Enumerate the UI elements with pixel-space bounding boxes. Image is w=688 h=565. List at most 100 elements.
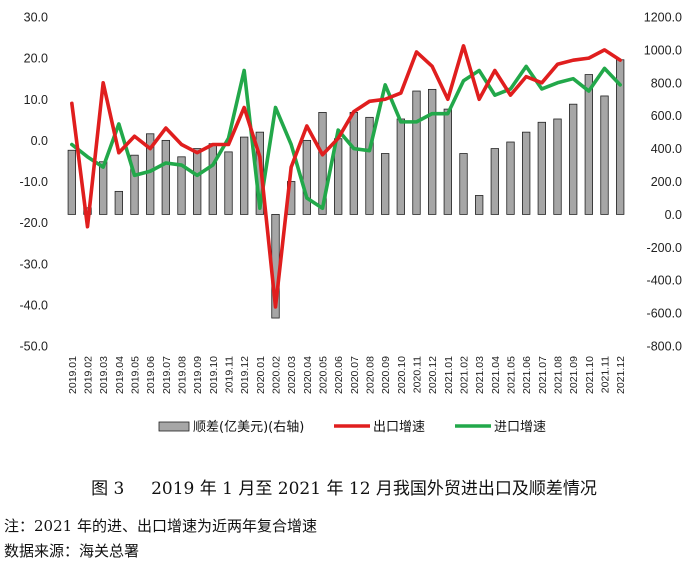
surplus-bar [67, 149, 76, 215]
surplus-bar [443, 108, 452, 215]
data-source-text: 数据来源：海关总署 [4, 542, 140, 560]
legend-label-surplus: 顺差(亿美元)(右轴) [193, 420, 304, 435]
right-tick-label: 400.0 [651, 142, 682, 156]
x-tick-label: 2021.07 [537, 356, 549, 394]
surplus-bar [584, 74, 593, 215]
surplus-bar [522, 131, 531, 215]
legend: 顺差(亿美元)(右轴) 出口增速 进口增速 [158, 420, 546, 435]
surplus-bar [349, 112, 358, 215]
left-tick-label: -20.0 [20, 216, 49, 230]
x-tick-label: 2019.12 [239, 356, 251, 394]
x-tick-label: 2020.11 [412, 356, 424, 393]
x-tick-label: 2019.10 [208, 356, 220, 394]
surplus-bar [161, 139, 170, 215]
surplus-bar [240, 136, 249, 215]
x-tick-label: 2021.09 [568, 356, 580, 394]
right-tick-label: 800.0 [651, 76, 682, 90]
x-tick-label: 2021.10 [584, 356, 596, 394]
x-tick-label: 2019.04 [114, 356, 126, 394]
surplus-bar [114, 190, 123, 215]
left-tick-label: -50.0 [20, 340, 49, 354]
right-axis-ticks: 1200.0 1000.0 800.0 600.0 400.0 200.0 0.0 -200.… [644, 11, 682, 354]
surplus-bar [365, 116, 374, 215]
surplus-bar [412, 90, 421, 215]
right-tick-label: -800.0 [647, 340, 682, 354]
surplus-bar [99, 161, 108, 215]
right-tick-label: -600.0 [647, 307, 682, 321]
chart: 30.0 20.0 10.0 0.0 -10.0 -20.0 -30.0 -40.0 -50.0… [20, 11, 683, 436]
x-tick-label: 2020.12 [427, 356, 439, 394]
left-tick-label: 0.0 [31, 134, 48, 148]
surplus-bar [302, 139, 311, 215]
right-tick-label: 0.0 [665, 208, 682, 222]
x-tick-label: 2021.08 [553, 356, 565, 394]
surplus-bar [569, 103, 578, 215]
import-growth-line [70, 64, 622, 211]
x-tick-label: 2021.06 [521, 356, 533, 394]
left-tick-label: 30.0 [24, 11, 48, 25]
surplus-bar [146, 133, 155, 215]
left-axis-ticks: 30.0 20.0 10.0 0.0 -10.0 -20.0 -30.0 -40.0 -50.0 [20, 11, 49, 354]
right-tick-label: 1000.0 [644, 43, 682, 57]
x-tick-label: 2019.06 [145, 356, 157, 394]
x-tick-label: 2020.07 [349, 356, 361, 394]
legend-label-export: 出口增速 [373, 420, 425, 435]
figure-number: 图 3 [91, 479, 125, 499]
x-tick-label: 2020.01 [255, 356, 267, 394]
export-growth-line [70, 43, 622, 309]
x-tick-label: 2019.11 [224, 356, 236, 393]
right-tick-label: 200.0 [651, 175, 682, 189]
surplus-bar [193, 148, 202, 215]
bars-layer [67, 59, 625, 319]
surplus-bar [459, 153, 468, 215]
x-tick-label: 2020.03 [286, 356, 298, 394]
surplus-bar [318, 112, 327, 215]
surplus-bar [130, 154, 139, 215]
x-tick-label: 2020.02 [271, 356, 283, 394]
x-tick-label: 2020.10 [396, 356, 408, 394]
x-tick-label: 2021.03 [474, 356, 486, 394]
figure-caption: 图 3 2019 年 1 月至 2021 年 12 月我国外贸进出口及顺差情况 [0, 474, 688, 499]
surplus-bar [506, 141, 515, 215]
x-tick-label: 2019.08 [177, 356, 189, 394]
legend-label-import: 进口增速 [494, 420, 546, 435]
surplus-bar [396, 118, 405, 215]
left-tick-label: -30.0 [20, 257, 49, 271]
figure-title: 2019 年 1 月至 2021 年 12 月我国外贸进出口及顺差情况 [151, 479, 597, 499]
right-tick-label: 600.0 [651, 109, 682, 123]
lines-layer [70, 43, 622, 309]
legend-swatch-surplus [158, 421, 190, 432]
x-tick-label: 2020.09 [380, 356, 392, 394]
right-tick-label: 1200.0 [644, 11, 682, 25]
x-tick-label: 2020.05 [318, 356, 330, 394]
surplus-bar [490, 148, 499, 215]
left-tick-label: 10.0 [24, 93, 48, 107]
left-tick-label: 20.0 [24, 52, 48, 66]
x-tick-label: 2021.01 [443, 356, 455, 394]
left-tick-label: -10.0 [20, 175, 49, 189]
surplus-bar [600, 95, 609, 215]
right-tick-label: -200.0 [647, 241, 682, 255]
left-tick-label: -40.0 [20, 298, 49, 312]
x-tick-label: 2020.04 [302, 356, 314, 394]
x-tick-label: 2021.12 [615, 356, 627, 394]
x-tick-label: 2019.05 [130, 356, 142, 394]
surplus-bar [381, 153, 390, 215]
surplus-bar [428, 88, 437, 215]
x-tick-label: 2019.07 [161, 356, 173, 394]
x-tick-label: 2021.05 [506, 356, 518, 394]
x-tick-label: 2019.09 [192, 356, 204, 394]
x-tick-label: 2020.06 [333, 356, 345, 394]
surplus-bar [475, 195, 484, 215]
x-tick-label: 2021.11 [600, 356, 612, 393]
x-tick-label: 2020.08 [365, 356, 377, 394]
x-axis-ticks: 2019.01 2019.02 2019.03 2019.04 2019.05 2019.… [67, 356, 627, 394]
x-tick-label: 2021.04 [490, 356, 502, 394]
x-tick-label: 2021.02 [459, 356, 471, 394]
surplus-bar [553, 118, 562, 215]
x-tick-label: 2019.02 [83, 356, 95, 394]
surplus-bar [208, 143, 217, 215]
surplus-bar [537, 121, 546, 215]
x-tick-label: 2019.01 [67, 356, 79, 394]
surplus-bar [177, 156, 186, 215]
